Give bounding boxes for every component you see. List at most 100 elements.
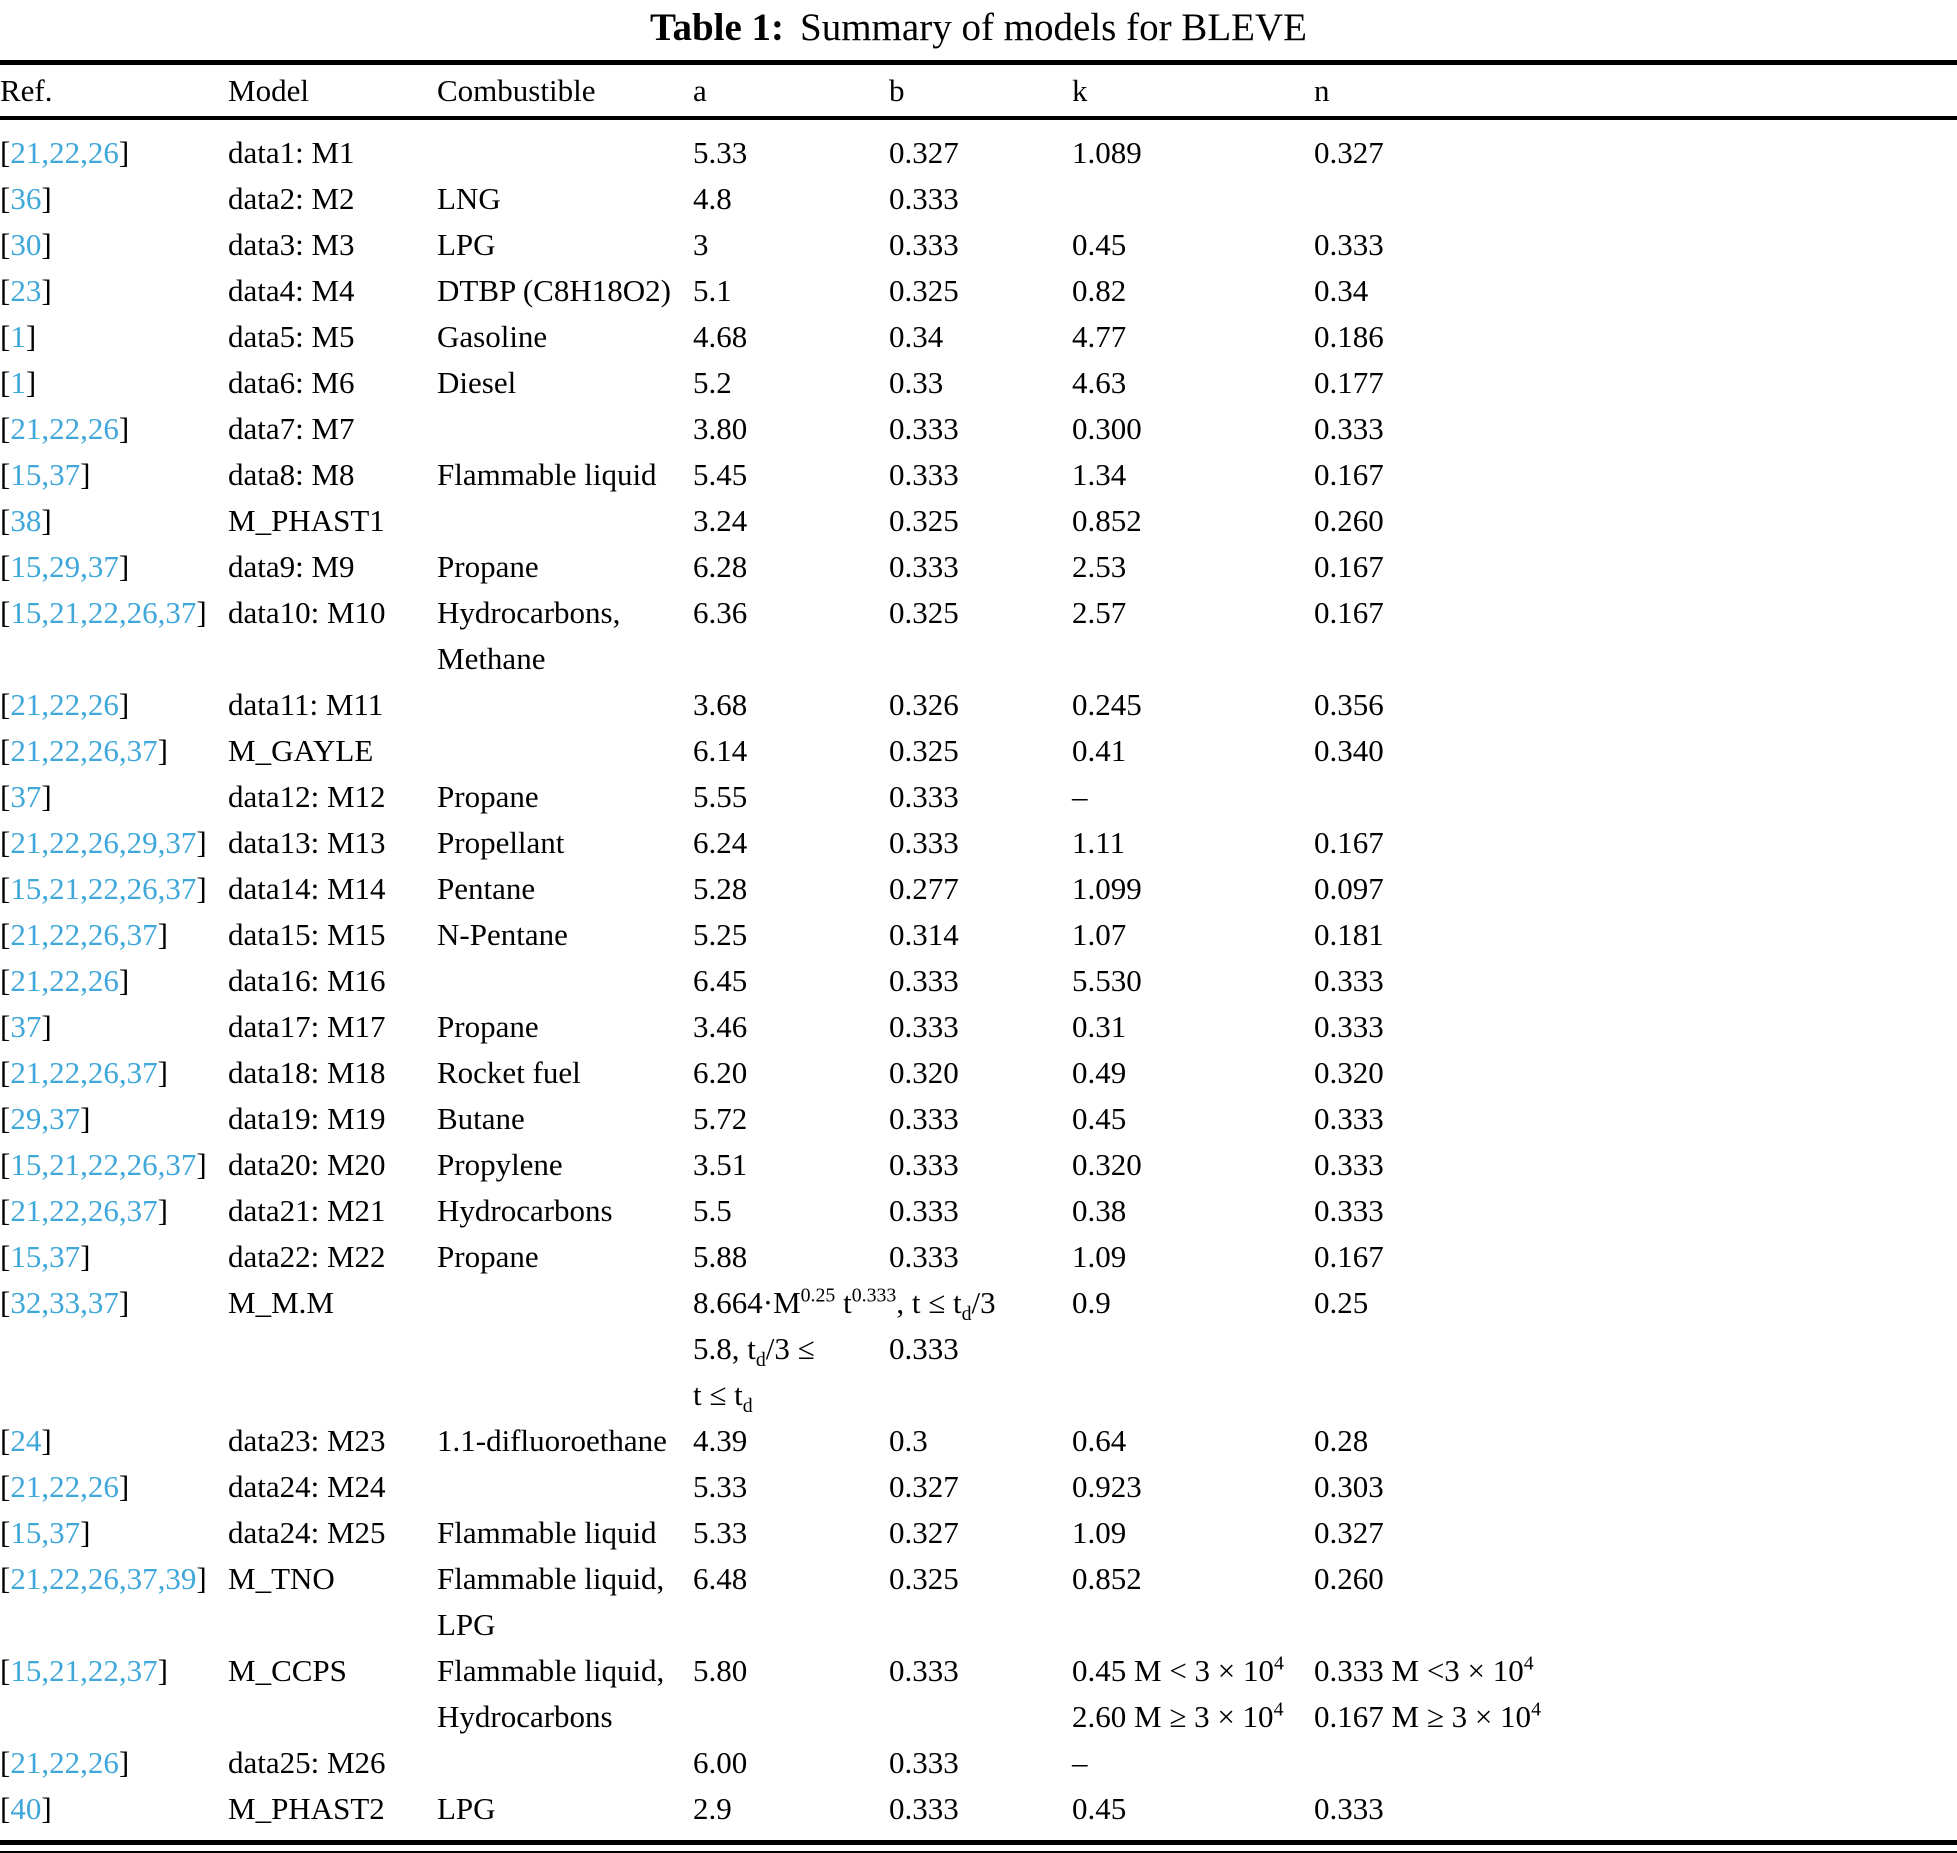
cell-combustible: Hydrocarbons, Methane [437, 595, 621, 676]
citation-link[interactable]: 21,22,26,37 [10, 1055, 158, 1090]
cell-refs: [38] [0, 503, 52, 538]
citation-link[interactable]: 21,22,26 [10, 963, 119, 998]
citation-link[interactable]: 15,37 [10, 457, 81, 492]
cell-b: 0.333 [889, 963, 959, 998]
cell-b: 0.325 [889, 1561, 959, 1596]
column-header-model: Model [228, 62, 437, 120]
cell-model: M_PHAST1 [228, 503, 385, 538]
cell-refs: [23] [0, 273, 52, 308]
citation-link[interactable]: 29,37 [10, 1101, 81, 1136]
citation-link[interactable]: 15,21,22,37 [10, 1653, 158, 1688]
cell-b: 0.327 [889, 135, 959, 170]
cell-a: 2.9 [693, 1791, 732, 1826]
cell-b: 0.325 [889, 503, 959, 538]
cell-refs: [21,22,26] [0, 963, 130, 998]
citation-link[interactable]: 15,37 [10, 1515, 81, 1550]
citation-link[interactable]: 21,22,26,37 [10, 917, 158, 952]
cell-refs: [15,21,22,26,37] [0, 871, 207, 906]
cell-n: 0.333 [1314, 1009, 1384, 1044]
cell-combustible: Butane [437, 1101, 525, 1136]
cell-a: 5.28 [693, 871, 748, 906]
cell-combustible: Flammable liquid [437, 457, 657, 492]
table-row: [21,22,26,37] data18: M18 Rocket fuel 6.20 0… [0, 1050, 1957, 1096]
cell-model: data17: M17 [228, 1009, 386, 1044]
citation-link[interactable]: 32,33,37 [10, 1285, 119, 1320]
cell-k: 0.41 [1072, 733, 1127, 768]
cell-refs: [1] [0, 365, 37, 400]
cell-n: 0.333 [1314, 1193, 1384, 1228]
table-row: [21,22,26] data11: M11 3.68 0.326 0.245 0.356 [0, 682, 1957, 728]
citation-link[interactable]: 21,22,26,29,37 [10, 825, 197, 860]
table-row: [1] data5: M5 Gasoline 4.68 0.34 4.77 0.186 [0, 314, 1957, 360]
cell-refs: [21,22,26] [0, 687, 130, 722]
citation-link[interactable]: 15,37 [10, 1239, 81, 1274]
cell-b: 0.333 [889, 457, 959, 492]
citation-link[interactable]: 21,22,26 [10, 411, 119, 446]
cell-k: 0.45 [1072, 1101, 1127, 1136]
citation-link[interactable]: 21,22,26,37 [10, 733, 158, 768]
cell-k: 0.49 [1072, 1055, 1127, 1090]
cell-model: data22: M22 [228, 1239, 386, 1274]
cell-combustible: Diesel [437, 365, 517, 400]
citation-link[interactable]: 40 [10, 1791, 42, 1826]
cell-refs: [21,22,26] [0, 1745, 130, 1780]
cell-refs: [21,22,26,37,39] [0, 1561, 207, 1596]
cell-model: data25: M26 [228, 1745, 386, 1780]
citation-link[interactable]: 38 [10, 503, 42, 538]
cell-refs: [21,22,26,37] [0, 733, 168, 768]
citation-link[interactable]: 23 [10, 273, 42, 308]
table-body: [21,22,26] data1: M1 5.33 0.327 1.089 0.327 [3… [0, 118, 1957, 1840]
cell-combustible [437, 406, 693, 452]
cell-refs: [37] [0, 779, 52, 814]
citation-link[interactable]: 24 [10, 1423, 42, 1458]
cell-b: 0.326 [889, 687, 959, 722]
cell-a: 5.55 [693, 779, 748, 814]
cell-b: 0.277 [889, 871, 959, 906]
cell-k: 0.64 [1072, 1423, 1127, 1458]
cell-model: data21: M21 [228, 1193, 386, 1228]
cell-a: 5.88 [693, 1239, 748, 1274]
citation-link[interactable]: 21,22,26 [10, 1469, 119, 1504]
cell-a: 5.25 [693, 917, 748, 952]
citation-link[interactable]: 21,22,26,37,39 [10, 1561, 197, 1596]
citation-link[interactable]: 15,21,22,26,37 [10, 871, 197, 906]
citation-link[interactable]: 36 [10, 181, 42, 216]
cell-b: 0.333 [889, 227, 959, 262]
citation-link[interactable]: 21,22,26,37 [10, 1193, 158, 1228]
citation-link[interactable]: 30 [10, 227, 42, 262]
cell-model: data1: M1 [228, 135, 355, 170]
citation-link[interactable]: 37 [10, 1009, 42, 1044]
citation-link[interactable]: 37 [10, 779, 42, 814]
cell-b: 0.333 [889, 1653, 959, 1688]
column-header-n: n [1314, 62, 1957, 120]
citation-link[interactable]: 21,22,26 [10, 687, 119, 722]
cell-model: data18: M18 [228, 1055, 386, 1090]
cell-model: data11: M11 [228, 687, 384, 722]
cell-a: 6.24 [693, 825, 748, 860]
cell-combustible: Propane [437, 1239, 539, 1274]
cell-k: 0.45 [1072, 1791, 1127, 1826]
citation-link[interactable]: 1 [10, 319, 26, 354]
cell-b: 0.3 [889, 1423, 928, 1458]
citation-link[interactable]: 21,22,26 [10, 1745, 119, 1780]
cell-refs: [15,37] [0, 1515, 91, 1550]
citation-link[interactable]: 21,22,26 [10, 135, 119, 170]
table-row: [21,22,26,37] M_GAYLE 6.14 0.325 0.41 0.340 [0, 728, 1957, 774]
cell-k: – [1072, 779, 1088, 814]
citation-link[interactable]: 15,21,22,26,37 [10, 595, 197, 630]
table-row: [23] data4: M4 DTBP (C8H18O2) 5.1 0.325 0.82 0… [0, 268, 1957, 314]
cell-n: 0.356 [1314, 687, 1384, 722]
cell-b: 0.333 [889, 181, 959, 216]
citation-link[interactable]: 15,29,37 [10, 549, 119, 584]
cell-combustible: Pentane [437, 871, 536, 906]
cell-combustible: Propylene [437, 1147, 563, 1182]
cell-combustible [437, 728, 693, 774]
cell-n: 0.303 [1314, 1469, 1384, 1504]
cell-refs: [15,21,22,37] [0, 1653, 168, 1688]
citation-link[interactable]: 1 [10, 365, 26, 400]
cell-model: M_CCPS [228, 1653, 347, 1688]
cell-combustible: Hydrocarbons [437, 1193, 613, 1228]
citation-link[interactable]: 15,21,22,26,37 [10, 1147, 197, 1182]
cell-model: data5: M5 [228, 319, 355, 354]
cell-a: 3.24 [693, 503, 748, 538]
